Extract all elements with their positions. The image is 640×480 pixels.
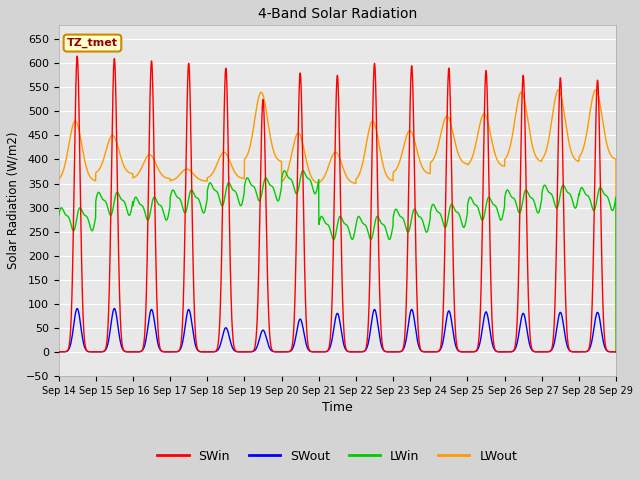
- SWin: [74, 53, 81, 59]
- LWin: [559, 182, 567, 188]
- SWout: [74, 306, 81, 312]
- LWin: [211, 187, 218, 192]
- LWout: [211, 168, 218, 173]
- LWin: [55, 214, 63, 219]
- SWout: [612, 349, 620, 355]
- LWin: [392, 206, 399, 212]
- Line: SWout: SWout: [59, 309, 616, 352]
- X-axis label: Time: Time: [322, 401, 353, 414]
- LWout: [402, 137, 410, 143]
- SWout: [612, 349, 620, 355]
- Line: LWout: LWout: [59, 90, 616, 352]
- SWin: [402, 319, 410, 324]
- LWin: [612, 195, 620, 201]
- LWin: [612, 349, 620, 355]
- SWout: [55, 349, 63, 355]
- Title: 4-Band Solar Radiation: 4-Band Solar Radiation: [258, 7, 417, 21]
- SWout: [402, 339, 410, 345]
- LWout: [55, 176, 63, 182]
- SWout: [392, 349, 399, 355]
- SWin: [174, 348, 182, 354]
- SWout: [211, 349, 218, 355]
- LWout: [612, 156, 620, 162]
- LWin: [402, 223, 410, 229]
- Line: LWin: LWin: [59, 171, 616, 352]
- LWout: [559, 103, 567, 109]
- SWin: [55, 349, 63, 355]
- Text: TZ_tmet: TZ_tmet: [67, 38, 118, 48]
- Line: SWin: SWin: [59, 56, 616, 352]
- LWout: [392, 167, 399, 173]
- Legend: SWin, SWout, LWin, LWout: SWin, SWout, LWin, LWout: [152, 445, 522, 468]
- SWin: [211, 349, 218, 355]
- SWin: [612, 349, 620, 355]
- LWin: [174, 195, 182, 201]
- LWin: [280, 168, 288, 174]
- LWout: [174, 173, 182, 179]
- SWin: [612, 349, 620, 355]
- LWout: [612, 349, 620, 355]
- SWin: [559, 185, 567, 191]
- SWin: [392, 349, 399, 355]
- SWout: [174, 348, 182, 354]
- Y-axis label: Solar Radiation (W/m2): Solar Radiation (W/m2): [7, 132, 20, 269]
- SWout: [559, 321, 567, 327]
- LWout: [592, 87, 600, 93]
